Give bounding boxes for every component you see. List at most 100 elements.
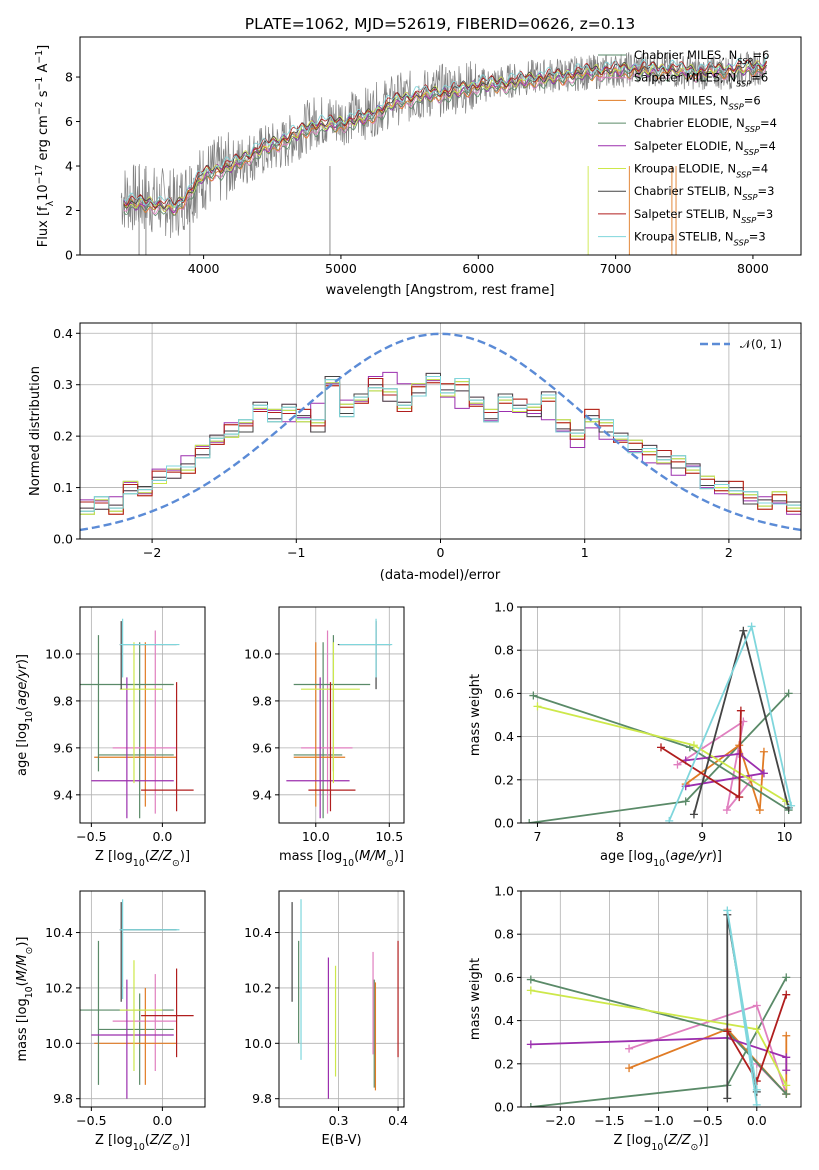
y-tick-label: 0.0 bbox=[494, 1100, 514, 1115]
mass-weight-marker bbox=[752, 1001, 761, 1010]
y-tick-label: 10.0 bbox=[244, 646, 272, 661]
mass-weight-marker bbox=[782, 1066, 791, 1075]
y-tick-label: 1.0 bbox=[494, 884, 514, 899]
x-axis-label: age [log10(age/yr)] bbox=[600, 849, 722, 869]
model-spectrum-line bbox=[123, 56, 768, 209]
y-tick-label: 10.0 bbox=[45, 1036, 73, 1051]
x-tick-label: −0.5 bbox=[76, 829, 106, 844]
y-tick-label: 10.4 bbox=[244, 925, 272, 940]
x-axis-label: wavelength [Angstrom, rest frame] bbox=[326, 283, 555, 298]
y-tick-label: 10.2 bbox=[45, 980, 73, 995]
x-tick-label: 8000 bbox=[737, 261, 769, 276]
axes-frame bbox=[520, 606, 802, 824]
y-tick-label: 0.3 bbox=[53, 377, 73, 392]
mass-weight-marker bbox=[533, 702, 542, 711]
x-tick-label: −2 bbox=[143, 545, 161, 560]
plot-area bbox=[526, 906, 791, 1107]
x-tick-label: 0.0 bbox=[152, 829, 172, 844]
legend-entry: Kroupa ELODIE, NSSP=4 bbox=[634, 162, 768, 180]
plot-area bbox=[120, 50, 768, 255]
model-spectrum-line bbox=[123, 60, 767, 214]
x-tick-label: 0.4 bbox=[388, 1113, 408, 1128]
mass-weight-marker bbox=[526, 975, 535, 984]
plot-area bbox=[80, 618, 194, 819]
x-tick-label: −2.0 bbox=[545, 1113, 575, 1128]
mass-weight-marker bbox=[739, 626, 748, 635]
y-tick-label: 0.6 bbox=[494, 686, 514, 701]
mass-weight-marker bbox=[759, 769, 768, 778]
mass-weight-marker bbox=[782, 1081, 791, 1090]
y-tick-label: 9.8 bbox=[53, 1091, 73, 1106]
legend-entry: Chabrier ELODIE, NSSP=4 bbox=[634, 116, 777, 134]
x-axis-label: Z [log10(Z/Z⊙)] bbox=[95, 849, 190, 869]
x-axis-label: E(B-V) bbox=[321, 1133, 361, 1148]
legend-entry: Kroupa STELIB, NSSP=3 bbox=[634, 230, 766, 248]
y-tick-label: 0.4 bbox=[494, 1013, 514, 1028]
y-tick-label: 0.0 bbox=[494, 816, 514, 831]
y-tick-label: 0.8 bbox=[494, 643, 514, 658]
mass-weight-marker bbox=[625, 1064, 634, 1073]
plot-area bbox=[80, 899, 194, 1099]
y-tick-label: 0.2 bbox=[53, 429, 73, 444]
x-tick-label: 10 bbox=[777, 829, 793, 844]
mass-weight-marker bbox=[755, 806, 764, 815]
legend-entry: Chabrier MILES, NSSP=6 bbox=[634, 48, 769, 66]
x-tick-label: 2 bbox=[725, 545, 733, 560]
mass-weight-marker bbox=[736, 706, 745, 715]
x-tick-label: 10.0 bbox=[302, 829, 330, 844]
y-axis-label: mass weight bbox=[468, 674, 483, 756]
axes-frame bbox=[278, 890, 405, 1108]
x-tick-label: −0.5 bbox=[76, 1113, 106, 1128]
mass-weight-marker bbox=[723, 1094, 732, 1103]
y-tick-label: 0.1 bbox=[53, 480, 73, 495]
y-tick-label: 0.8 bbox=[494, 927, 514, 942]
mass-weight-line bbox=[537, 705, 787, 803]
mass-weight-marker bbox=[723, 1027, 732, 1036]
x-tick-label: 4000 bbox=[188, 261, 220, 276]
y-tick-label: 9.8 bbox=[252, 693, 272, 708]
figure-title: PLATE=1062, MJD=52619, FIBERID=0626, z=0… bbox=[245, 15, 635, 33]
mass-weight-line bbox=[685, 743, 765, 811]
axes-frame bbox=[79, 890, 206, 1108]
x-tick-label: −1.5 bbox=[594, 1113, 624, 1128]
y-tick-label: 0.2 bbox=[494, 1056, 514, 1071]
y-tick-label: 9.4 bbox=[252, 787, 272, 802]
plot-area bbox=[291, 899, 399, 1099]
legend-entry: Kroupa MILES, NSSP=6 bbox=[634, 93, 761, 111]
plot-area bbox=[286, 618, 393, 819]
y-tick-label: 0.2 bbox=[494, 772, 514, 787]
model-spectrum-line bbox=[123, 65, 768, 217]
x-tick-label: 10.5 bbox=[375, 829, 403, 844]
y-tick-label: 9.8 bbox=[53, 693, 73, 708]
x-tick-label: 7000 bbox=[600, 261, 632, 276]
mass-weight-marker bbox=[782, 1090, 791, 1099]
x-axis-label: mass [log10(M/M⊙)] bbox=[279, 849, 404, 869]
y-tick-label: 10.4 bbox=[45, 925, 73, 940]
weight-vs-metallicity-panel: −2.0 −1.5 −1.0 −0.5 0.0 0.0 0.2 0.4 0.6 0.8 1.0 Z [… bbox=[468, 884, 802, 1153]
y-tick-label: 0.6 bbox=[494, 970, 514, 985]
y-tick-label: 10.0 bbox=[45, 646, 73, 661]
mass-weight-marker bbox=[782, 1031, 791, 1040]
y-tick-label: 9.6 bbox=[53, 740, 73, 755]
mass-weight-marker bbox=[752, 1100, 761, 1107]
mass-weight-marker bbox=[722, 806, 731, 815]
x-tick-label: 7 bbox=[533, 829, 541, 844]
data-spectrum-line bbox=[120, 50, 768, 239]
y-tick-label: 10.0 bbox=[244, 1036, 272, 1051]
axes-frame bbox=[520, 890, 802, 1108]
age-vs-mass-panel: 10.0 10.5 9.4 9.6 9.8 10.0 mass [log10(M/M⊙)] bbox=[244, 606, 405, 869]
legend-entry: Chabrier STELIB, NSSP=3 bbox=[634, 184, 774, 202]
x-tick-label: 8 bbox=[616, 829, 624, 844]
y-axis-label: mass weight bbox=[468, 958, 483, 1040]
model-spectrum-line bbox=[123, 60, 767, 213]
x-tick-label: 1 bbox=[581, 545, 589, 560]
x-tick-label: 0.0 bbox=[152, 1113, 172, 1128]
mass-weight-line bbox=[533, 694, 790, 811]
mass-vs-ebv-panel: 0.3 0.4 9.8 10.0 10.2 10.4 E(B-V) bbox=[244, 890, 408, 1148]
y-tick-label: 8 bbox=[65, 70, 73, 85]
x-axis-label: Z [log10(Z/Z⊙)] bbox=[95, 1133, 190, 1153]
mass-weight-line bbox=[529, 692, 790, 823]
mass-weight-marker bbox=[526, 1040, 535, 1049]
model-spectrum-line bbox=[123, 62, 768, 216]
